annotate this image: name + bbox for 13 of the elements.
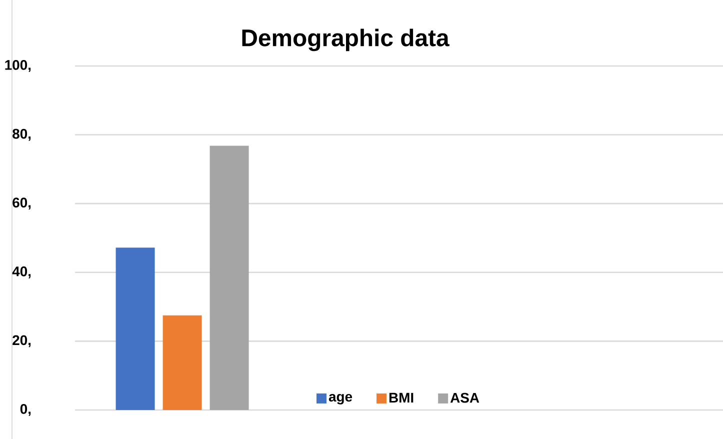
y-tick-label: 20, xyxy=(12,335,31,348)
bar xyxy=(210,146,249,410)
legend-label: age xyxy=(328,394,352,404)
bar xyxy=(116,248,155,410)
y-tick-label: 40, xyxy=(12,266,31,278)
chart-title: Demographic data xyxy=(242,28,450,52)
y-tick-label: 80, xyxy=(12,128,31,141)
y-tick-label: 60, xyxy=(12,198,31,210)
bar xyxy=(162,315,202,410)
legend-label: BMI xyxy=(389,392,414,403)
y-tick-label: 100, xyxy=(5,60,31,72)
y-tick-label: 0, xyxy=(20,404,31,416)
legend-label: ASA xyxy=(450,392,480,403)
